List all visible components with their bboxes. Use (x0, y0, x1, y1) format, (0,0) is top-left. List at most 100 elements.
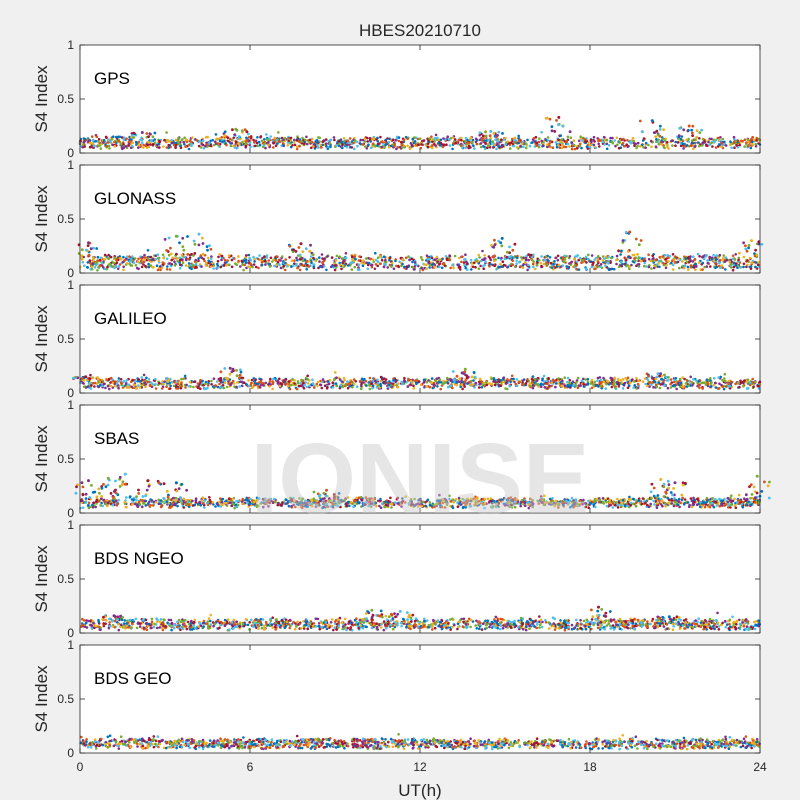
data-point (333, 261, 336, 264)
data-point (716, 256, 720, 259)
data-point (181, 258, 184, 261)
data-point-peak (148, 132, 152, 136)
data-point (425, 381, 429, 384)
data-point (342, 259, 346, 262)
data-point (572, 143, 576, 147)
data-point (212, 377, 216, 381)
data-point (260, 139, 264, 143)
data-point (578, 142, 582, 146)
y-tick-label: 0 (67, 146, 74, 160)
data-point (306, 260, 309, 263)
data-point (497, 145, 500, 148)
data-point (233, 506, 236, 510)
data-point (227, 263, 231, 267)
data-point (82, 140, 85, 144)
data-point (436, 260, 439, 263)
data-point (229, 383, 232, 386)
data-point (200, 265, 203, 268)
data-point (305, 267, 309, 271)
data-point (301, 259, 305, 263)
data-point (178, 263, 182, 267)
data-point (116, 267, 120, 271)
data-point (625, 143, 628, 146)
data-point (324, 142, 328, 145)
data-point (644, 146, 647, 149)
data-point (557, 377, 560, 380)
data-point (151, 257, 155, 261)
data-point (174, 138, 178, 142)
data-point (387, 385, 390, 389)
data-point (255, 144, 259, 148)
data-point (569, 136, 573, 139)
data-point (559, 140, 563, 144)
data-point (147, 262, 150, 266)
data-point-peak (246, 132, 250, 136)
data-point (520, 142, 524, 146)
data-point (562, 260, 565, 264)
data-point (178, 256, 182, 260)
data-point (598, 257, 602, 260)
data-point (184, 386, 187, 389)
data-point-peak (638, 119, 642, 123)
data-point-peak (620, 249, 623, 253)
data-point (706, 261, 710, 265)
data-point (115, 259, 118, 262)
data-point (279, 266, 283, 270)
data-point (252, 377, 256, 380)
data-point (486, 144, 490, 148)
data-point (96, 255, 100, 259)
data-point (315, 138, 319, 142)
data-point (597, 142, 600, 146)
data-point (179, 258, 182, 262)
data-point (331, 381, 335, 385)
data-point (376, 139, 380, 143)
data-point (149, 143, 152, 146)
data-point-peak (96, 376, 99, 379)
data-point (573, 255, 577, 258)
data-point (697, 380, 701, 383)
data-point (432, 262, 436, 266)
data-point (717, 143, 721, 146)
data-point (595, 264, 598, 267)
data-point (169, 384, 172, 388)
data-point-peak (663, 373, 666, 377)
data-point-peak (687, 128, 690, 132)
data-point (556, 254, 560, 258)
data-point (220, 258, 223, 262)
data-point (566, 384, 570, 387)
data-point-peak (557, 115, 561, 119)
data-point (749, 146, 753, 150)
data-point (499, 384, 503, 388)
data-point (209, 144, 212, 147)
data-point (135, 387, 138, 390)
data-point (271, 387, 274, 391)
data-point (362, 259, 365, 262)
data-point (353, 139, 357, 142)
data-point (610, 385, 614, 389)
data-point (532, 136, 536, 140)
data-point (533, 140, 537, 143)
data-point (689, 255, 692, 258)
data-point (268, 380, 272, 383)
data-point (118, 135, 122, 139)
data-point (165, 377, 168, 381)
data-point (253, 260, 256, 263)
data-point (618, 141, 621, 144)
data-point (554, 382, 558, 385)
data-point (681, 376, 684, 379)
data-point (113, 266, 116, 270)
data-point (512, 255, 516, 259)
data-point (121, 260, 125, 264)
data-point (521, 140, 525, 144)
data-point (568, 145, 571, 148)
data-point (494, 138, 497, 141)
data-point (238, 385, 241, 388)
data-point-peak (167, 236, 171, 240)
data-point (244, 261, 248, 264)
data-point (478, 377, 482, 381)
data-point (505, 255, 509, 259)
data-point (421, 258, 424, 262)
data-point (738, 143, 741, 147)
data-point-peak (223, 130, 227, 134)
data-point (473, 147, 476, 150)
